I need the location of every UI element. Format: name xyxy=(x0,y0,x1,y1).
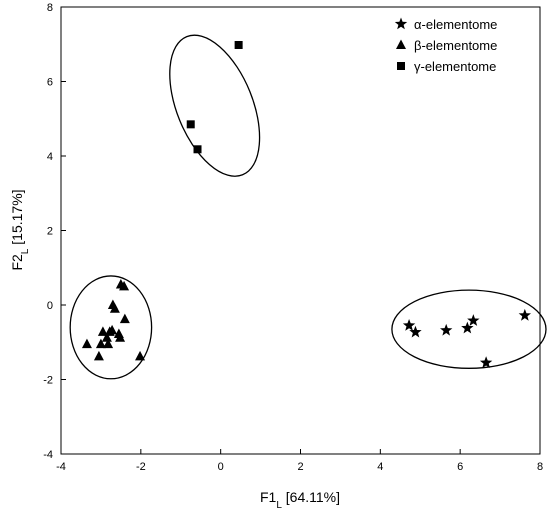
y-tick-label: 8 xyxy=(47,2,53,14)
triangle-point xyxy=(115,332,126,342)
cluster-ellipses xyxy=(69,34,547,380)
triangle-point xyxy=(97,326,108,336)
y-tick-label: 2 xyxy=(47,226,53,238)
x-tick-label: 0 xyxy=(218,461,224,473)
cluster-ellipse xyxy=(69,275,153,380)
star-point xyxy=(440,323,453,336)
y-tick-label: -4 xyxy=(43,449,53,461)
y-axis-label: F2L [15.17%] xyxy=(9,189,31,270)
square-point xyxy=(193,145,202,154)
star-point xyxy=(409,325,422,338)
x-tick-label: 6 xyxy=(457,461,463,473)
x-tick-label: 2 xyxy=(297,461,303,473)
star-point xyxy=(518,308,532,321)
plot-area xyxy=(60,6,541,455)
y-tick-label: 4 xyxy=(47,151,53,163)
square-point xyxy=(234,40,243,49)
y-tick-label: 6 xyxy=(47,77,53,89)
legend-label: α-elementome xyxy=(414,17,497,32)
legend-star-marker xyxy=(394,17,408,30)
star-point xyxy=(402,318,416,331)
triangle-point xyxy=(109,303,120,313)
legend-triangle-marker xyxy=(396,39,406,49)
star-point xyxy=(461,321,474,334)
star-point xyxy=(479,356,493,368)
triangle-point xyxy=(107,324,118,335)
legend-square-marker xyxy=(397,62,405,70)
data-points xyxy=(81,40,532,368)
x-tick-label: 4 xyxy=(377,461,383,473)
triangle-point xyxy=(119,280,130,291)
y-tick-label: -2 xyxy=(43,375,53,387)
y-tick-label: 0 xyxy=(47,300,53,312)
x-tick-label: 8 xyxy=(537,461,543,473)
triangle-point xyxy=(135,350,146,361)
triangle-point xyxy=(103,338,114,349)
square-point xyxy=(186,120,195,129)
legend: α-elementome β-elementome γ-elementome xyxy=(394,17,497,74)
x-tick-label: -4 xyxy=(56,461,66,473)
star-point xyxy=(467,314,480,326)
triangle-point xyxy=(95,338,106,349)
x-axis-label: F1L [64.11%] xyxy=(260,489,340,511)
plot-border xyxy=(60,6,541,455)
cluster-ellipse xyxy=(169,34,261,177)
x-tick-label: -2 xyxy=(136,461,146,473)
cluster-ellipse xyxy=(391,289,547,369)
x-axis-ticks: -4 -2 0 2 4 6 8 xyxy=(56,449,543,473)
legend-label: γ-elementome xyxy=(414,59,496,74)
legend-label: β-elementome xyxy=(414,38,497,53)
triangle-point xyxy=(101,332,112,342)
triangle-point xyxy=(93,350,104,361)
y-axis-ticks: -4 -2 0 2 4 6 8 xyxy=(43,2,66,461)
triangle-point xyxy=(81,338,92,349)
triangle-point xyxy=(119,313,130,324)
